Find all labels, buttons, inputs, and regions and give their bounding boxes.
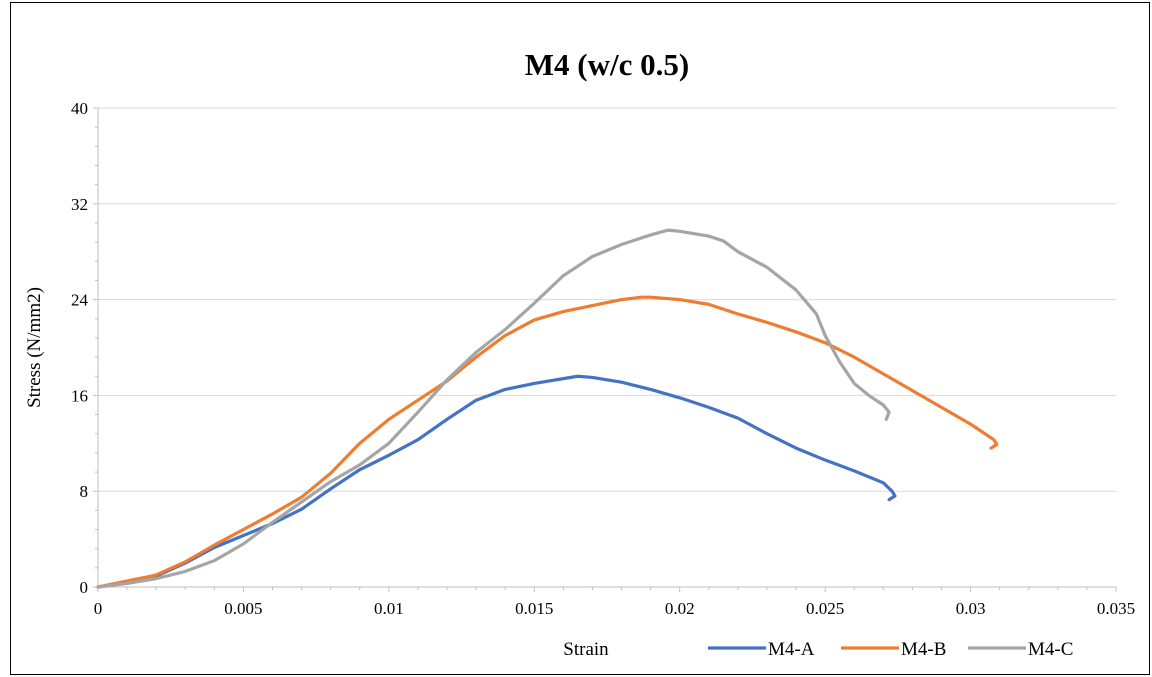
chart-frame: M4 (w/c 0.5) 0 8 16 24 32 40 0 0.005 0.01 0.015 0.… <box>10 2 1150 675</box>
legend-label-m4-b: M4-B <box>901 639 946 660</box>
x-tick-label: 0.02 <box>665 599 695 618</box>
legend: M4-A M4-B M4-C <box>708 639 1073 660</box>
chart-title: M4 (w/c 0.5) <box>525 47 689 82</box>
x-tick-label: 0.01 <box>374 599 404 618</box>
axes <box>93 107 1117 592</box>
legend-label-m4-a: M4-A <box>768 639 815 660</box>
line-chart: M4 (w/c 0.5) 0 8 16 24 32 40 0 0.005 0.01 0.015 0.… <box>24 47 1135 660</box>
x-tick-label: 0.035 <box>1097 599 1135 618</box>
x-tick-label: 0.03 <box>956 599 986 618</box>
series-line-m4-c <box>96 228 891 589</box>
gridlines <box>98 107 1116 492</box>
x-axis-title: Strain <box>563 639 609 660</box>
y-axis-title: Stress (N/mm2) <box>24 287 45 408</box>
legend-label-m4-c: M4-C <box>1028 639 1073 660</box>
y-tick-label: 24 <box>71 291 89 310</box>
x-tick-label: 0.025 <box>806 599 844 618</box>
y-tick-label: 16 <box>71 386 88 405</box>
x-tick-label: 0.015 <box>515 599 553 618</box>
y-tick-label: 32 <box>71 195 88 214</box>
y-tick-label: 0 <box>80 578 89 597</box>
y-tick-label: 8 <box>80 482 89 501</box>
series-line-m4-b <box>96 295 999 589</box>
tick-labels: 0 8 16 24 32 40 0 0.005 0.01 0.015 0.02 0.025 0.03 0.… <box>71 99 1135 618</box>
x-tick-label: 0 <box>94 599 103 618</box>
x-tick-label: 0.005 <box>224 599 262 618</box>
y-tick-label: 40 <box>71 99 88 118</box>
series-line-m4-a <box>96 374 897 589</box>
series-lines <box>96 228 999 589</box>
